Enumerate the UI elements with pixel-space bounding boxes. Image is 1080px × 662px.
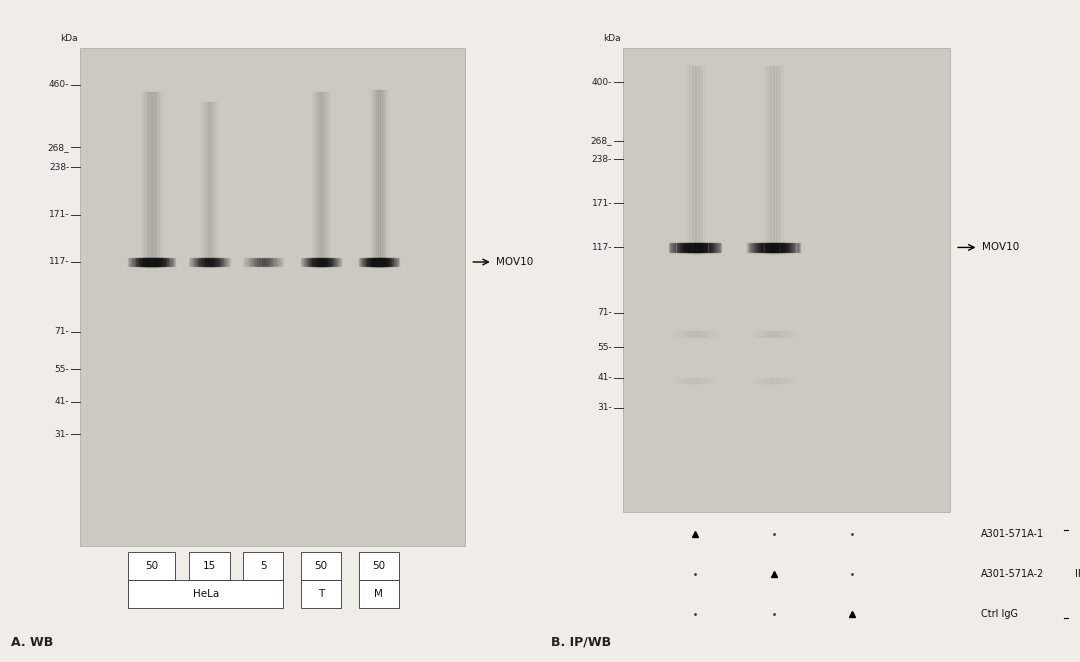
Text: 238-: 238- [592, 155, 612, 164]
Text: 50: 50 [314, 561, 327, 571]
Text: 5: 5 [260, 561, 267, 571]
Text: IP: IP [1076, 569, 1080, 579]
Text: 50: 50 [373, 561, 386, 571]
Bar [243, 552, 283, 580]
Text: 55-: 55- [55, 365, 69, 374]
Text: 268_: 268_ [591, 136, 612, 145]
Text: 268_: 268_ [48, 143, 69, 152]
Text: A301-571A-2: A301-571A-2 [981, 569, 1044, 579]
Text: A301-571A-1: A301-571A-1 [981, 529, 1044, 539]
Text: kDa: kDa [60, 34, 78, 42]
Text: 460-: 460- [49, 81, 69, 89]
Bar [80, 48, 465, 546]
Text: MOV10: MOV10 [496, 257, 534, 267]
Bar [189, 552, 230, 580]
Text: 41-: 41- [597, 373, 612, 382]
Text: kDa: kDa [603, 34, 621, 42]
Text: 71-: 71- [55, 327, 69, 336]
Text: 171-: 171- [592, 199, 612, 208]
Text: 238-: 238- [49, 163, 69, 171]
Text: HeLa: HeLa [193, 589, 219, 599]
Text: 171-: 171- [49, 210, 69, 219]
Text: 50: 50 [145, 561, 158, 571]
Bar [129, 580, 283, 608]
Bar [359, 552, 399, 580]
Text: M: M [375, 589, 383, 599]
Text: 117-: 117- [592, 243, 612, 252]
Text: T: T [318, 589, 324, 599]
Text: 55-: 55- [597, 343, 612, 352]
Text: A. WB: A. WB [11, 636, 53, 649]
Text: 31-: 31- [597, 403, 612, 412]
Bar [300, 552, 341, 580]
Bar [359, 580, 399, 608]
Text: 41-: 41- [55, 397, 69, 406]
Text: 71-: 71- [597, 308, 612, 317]
Text: 31-: 31- [55, 430, 69, 438]
Bar [129, 552, 175, 580]
Text: 400-: 400- [592, 78, 612, 87]
Text: B. IP/WB: B. IP/WB [551, 636, 611, 649]
Bar [300, 580, 341, 608]
Text: 15: 15 [203, 561, 216, 571]
Text: 117-: 117- [49, 258, 69, 267]
Text: MOV10: MOV10 [982, 242, 1020, 252]
Text: Ctrl IgG: Ctrl IgG [981, 609, 1018, 619]
Bar [623, 48, 950, 512]
